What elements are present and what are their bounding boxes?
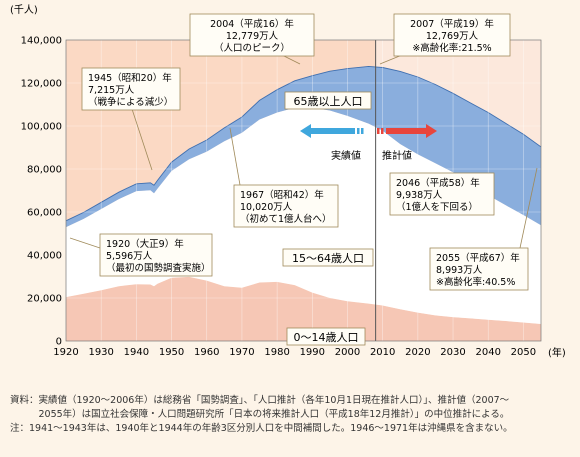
annotation-line: ※高齢化率:21.5% xyxy=(412,42,491,54)
annotation-line: 8,993万人 xyxy=(436,265,483,276)
total-population-line xyxy=(66,65,541,222)
annotation-line: 7,215万人 xyxy=(88,85,135,96)
x-tick-label: 2010 xyxy=(370,347,395,358)
actual-label: 実績値 xyxy=(331,149,361,162)
annotation-line: 12,769万人 xyxy=(426,31,479,42)
series-label-box-15-64 xyxy=(282,248,374,267)
series-label-box-65plus xyxy=(284,91,372,110)
actual-arrow-dash-1 xyxy=(357,128,360,134)
annotation-line: 12,779万人 xyxy=(226,31,279,42)
y-tick-label: 100,000 xyxy=(21,122,62,133)
x-tick-label: 2030 xyxy=(440,347,465,358)
annotation-2007: 2007（平成19）年12,769万人※高齢化率:21.5% xyxy=(379,13,511,65)
series-label-65plus: 65歳以上人口 xyxy=(294,95,363,108)
projected-arrow-dash-1 xyxy=(377,128,380,134)
annotation-line: （最初の国勢調査実施） xyxy=(106,262,211,274)
annotation-layer: 2004（平成16）年12,779万人（人口のピーク）2007（平成19）年12… xyxy=(69,13,538,291)
annotation-line: 1920（大正9）年 xyxy=(106,238,184,250)
population-chart: (千人) (年) 0 20,000 40,000 60,000 80,000 100,00… xyxy=(10,4,566,359)
annotation-1945: 1945（昭和20）年7,215万人（戦争による減少） xyxy=(81,67,181,171)
annotation-box xyxy=(81,67,181,111)
region-arrows: 実績値 推計値 xyxy=(300,124,437,162)
annotation-pointer xyxy=(379,54,403,65)
annotation-box xyxy=(429,247,529,291)
annotation-2046: 2046（平成58）年9,938万人（1億人を下回る） xyxy=(389,172,495,216)
y-tick-label: 80,000 xyxy=(27,165,62,176)
projected-label: 推計値 xyxy=(382,149,412,162)
annotation-line: 10,020万人 xyxy=(240,202,293,213)
x-tick-label: 1930 xyxy=(88,347,113,358)
annotation-line: 1967（昭和42）年 xyxy=(240,189,324,201)
annotation-box xyxy=(389,172,495,216)
y-tick-label: 20,000 xyxy=(27,294,62,305)
area-65plus xyxy=(66,66,541,228)
y-tick-label: 120,000 xyxy=(21,79,62,90)
x-tick-label: 1920 xyxy=(53,347,78,358)
remark-note: 注：1941〜1943年は、1940年と1944年の年齢3区分別人口を中間補間し… xyxy=(10,423,513,434)
annotation-box xyxy=(233,184,339,228)
annotation-line: 1945（昭和20）年 xyxy=(88,72,172,84)
x-tick-label: 1950 xyxy=(159,347,184,358)
annotation-line: （1億人を下回る） xyxy=(396,201,478,213)
annotation-box xyxy=(393,13,511,57)
annotation-line: 2004（平成16）年 xyxy=(210,18,294,30)
series-label-box-0-14 xyxy=(286,327,366,346)
x-tick-label: 1990 xyxy=(300,347,325,358)
actual-arrow xyxy=(300,124,355,138)
annotation-line: （初めて1億人台へ） xyxy=(240,213,332,225)
projected-arrow-dash-2 xyxy=(381,128,384,134)
x-tick-label: 1960 xyxy=(194,347,219,358)
source-note-line-2: 2055年）は国立社会保障・人口問題研究所「日本の将来推計人口（平成18年12月… xyxy=(10,409,510,420)
y-tick-label: 60,000 xyxy=(27,208,62,219)
x-tick-label: 1970 xyxy=(229,347,254,358)
annotation-box xyxy=(99,233,213,277)
x-tick-label: 2050 xyxy=(511,347,536,358)
y-tick-label: 40,000 xyxy=(27,251,62,262)
x-tick-label: 2040 xyxy=(475,347,500,358)
series-label-0-14: 0〜14歳人口 xyxy=(294,331,359,344)
source-note-line-1: 資料：実績値（1920〜2006年）は総務省「国勢調査」、「人口推計（各年10月… xyxy=(10,395,510,406)
x-unit-label: (年) xyxy=(548,346,566,359)
actual-arrow-dash-2 xyxy=(361,128,364,134)
annotation-line: 2046（平成58）年 xyxy=(396,177,480,189)
annotation-line: 2007（平成19）年 xyxy=(410,18,494,30)
y-unit-label: (千人) xyxy=(10,4,38,16)
area-0-14 xyxy=(66,276,541,341)
annotation-2055: 2055（平成67）年8,993万人※高齢化率:40.5% xyxy=(429,167,538,291)
annotation-pointer xyxy=(69,237,101,249)
projected-arrow xyxy=(386,124,437,138)
annotation-1920: 1920（大正9）年5,596万人（最初の国勢調査実施） xyxy=(69,233,213,277)
y-tick-label: 140,000 xyxy=(21,36,62,47)
annotation-pointer xyxy=(519,167,538,249)
annotation-line: 5,596万人 xyxy=(106,251,153,262)
x-tick-label: 1940 xyxy=(124,347,149,358)
annotation-line: ※高齢化率:40.5% xyxy=(436,276,515,288)
annotation-line: 9,938万人 xyxy=(396,190,443,201)
axis-layer: 0 20,000 40,000 60,000 80,000 100,000 120,000 1… xyxy=(21,36,542,358)
annotation-box xyxy=(189,13,315,57)
annotation-2004: 2004（平成16）年12,779万人（人口のピーク） xyxy=(189,13,315,65)
series-label-15-64: 15〜64歳人口 xyxy=(292,252,364,265)
y-tick-label: 0 xyxy=(56,337,62,348)
annotation-pointer xyxy=(229,127,241,186)
x-tick-label: 2000 xyxy=(335,347,360,358)
x-tick-label: 2020 xyxy=(405,347,430,358)
annotation-line: 2055（平成67）年 xyxy=(436,252,520,264)
annotation-line: （人口のピーク） xyxy=(214,42,290,54)
annotation-line: （戦争による減少） xyxy=(88,96,173,108)
annotation-pointer xyxy=(131,108,153,171)
annotation-1967: 1967（昭和42）年10,020万人（初めて1億人台へ） xyxy=(229,127,339,228)
x-tick-label: 1980 xyxy=(264,347,289,358)
annotation-pointer xyxy=(281,54,301,65)
series-label-layer: 65歳以上人口 15〜64歳人口 0〜14歳人口 xyxy=(282,91,374,346)
